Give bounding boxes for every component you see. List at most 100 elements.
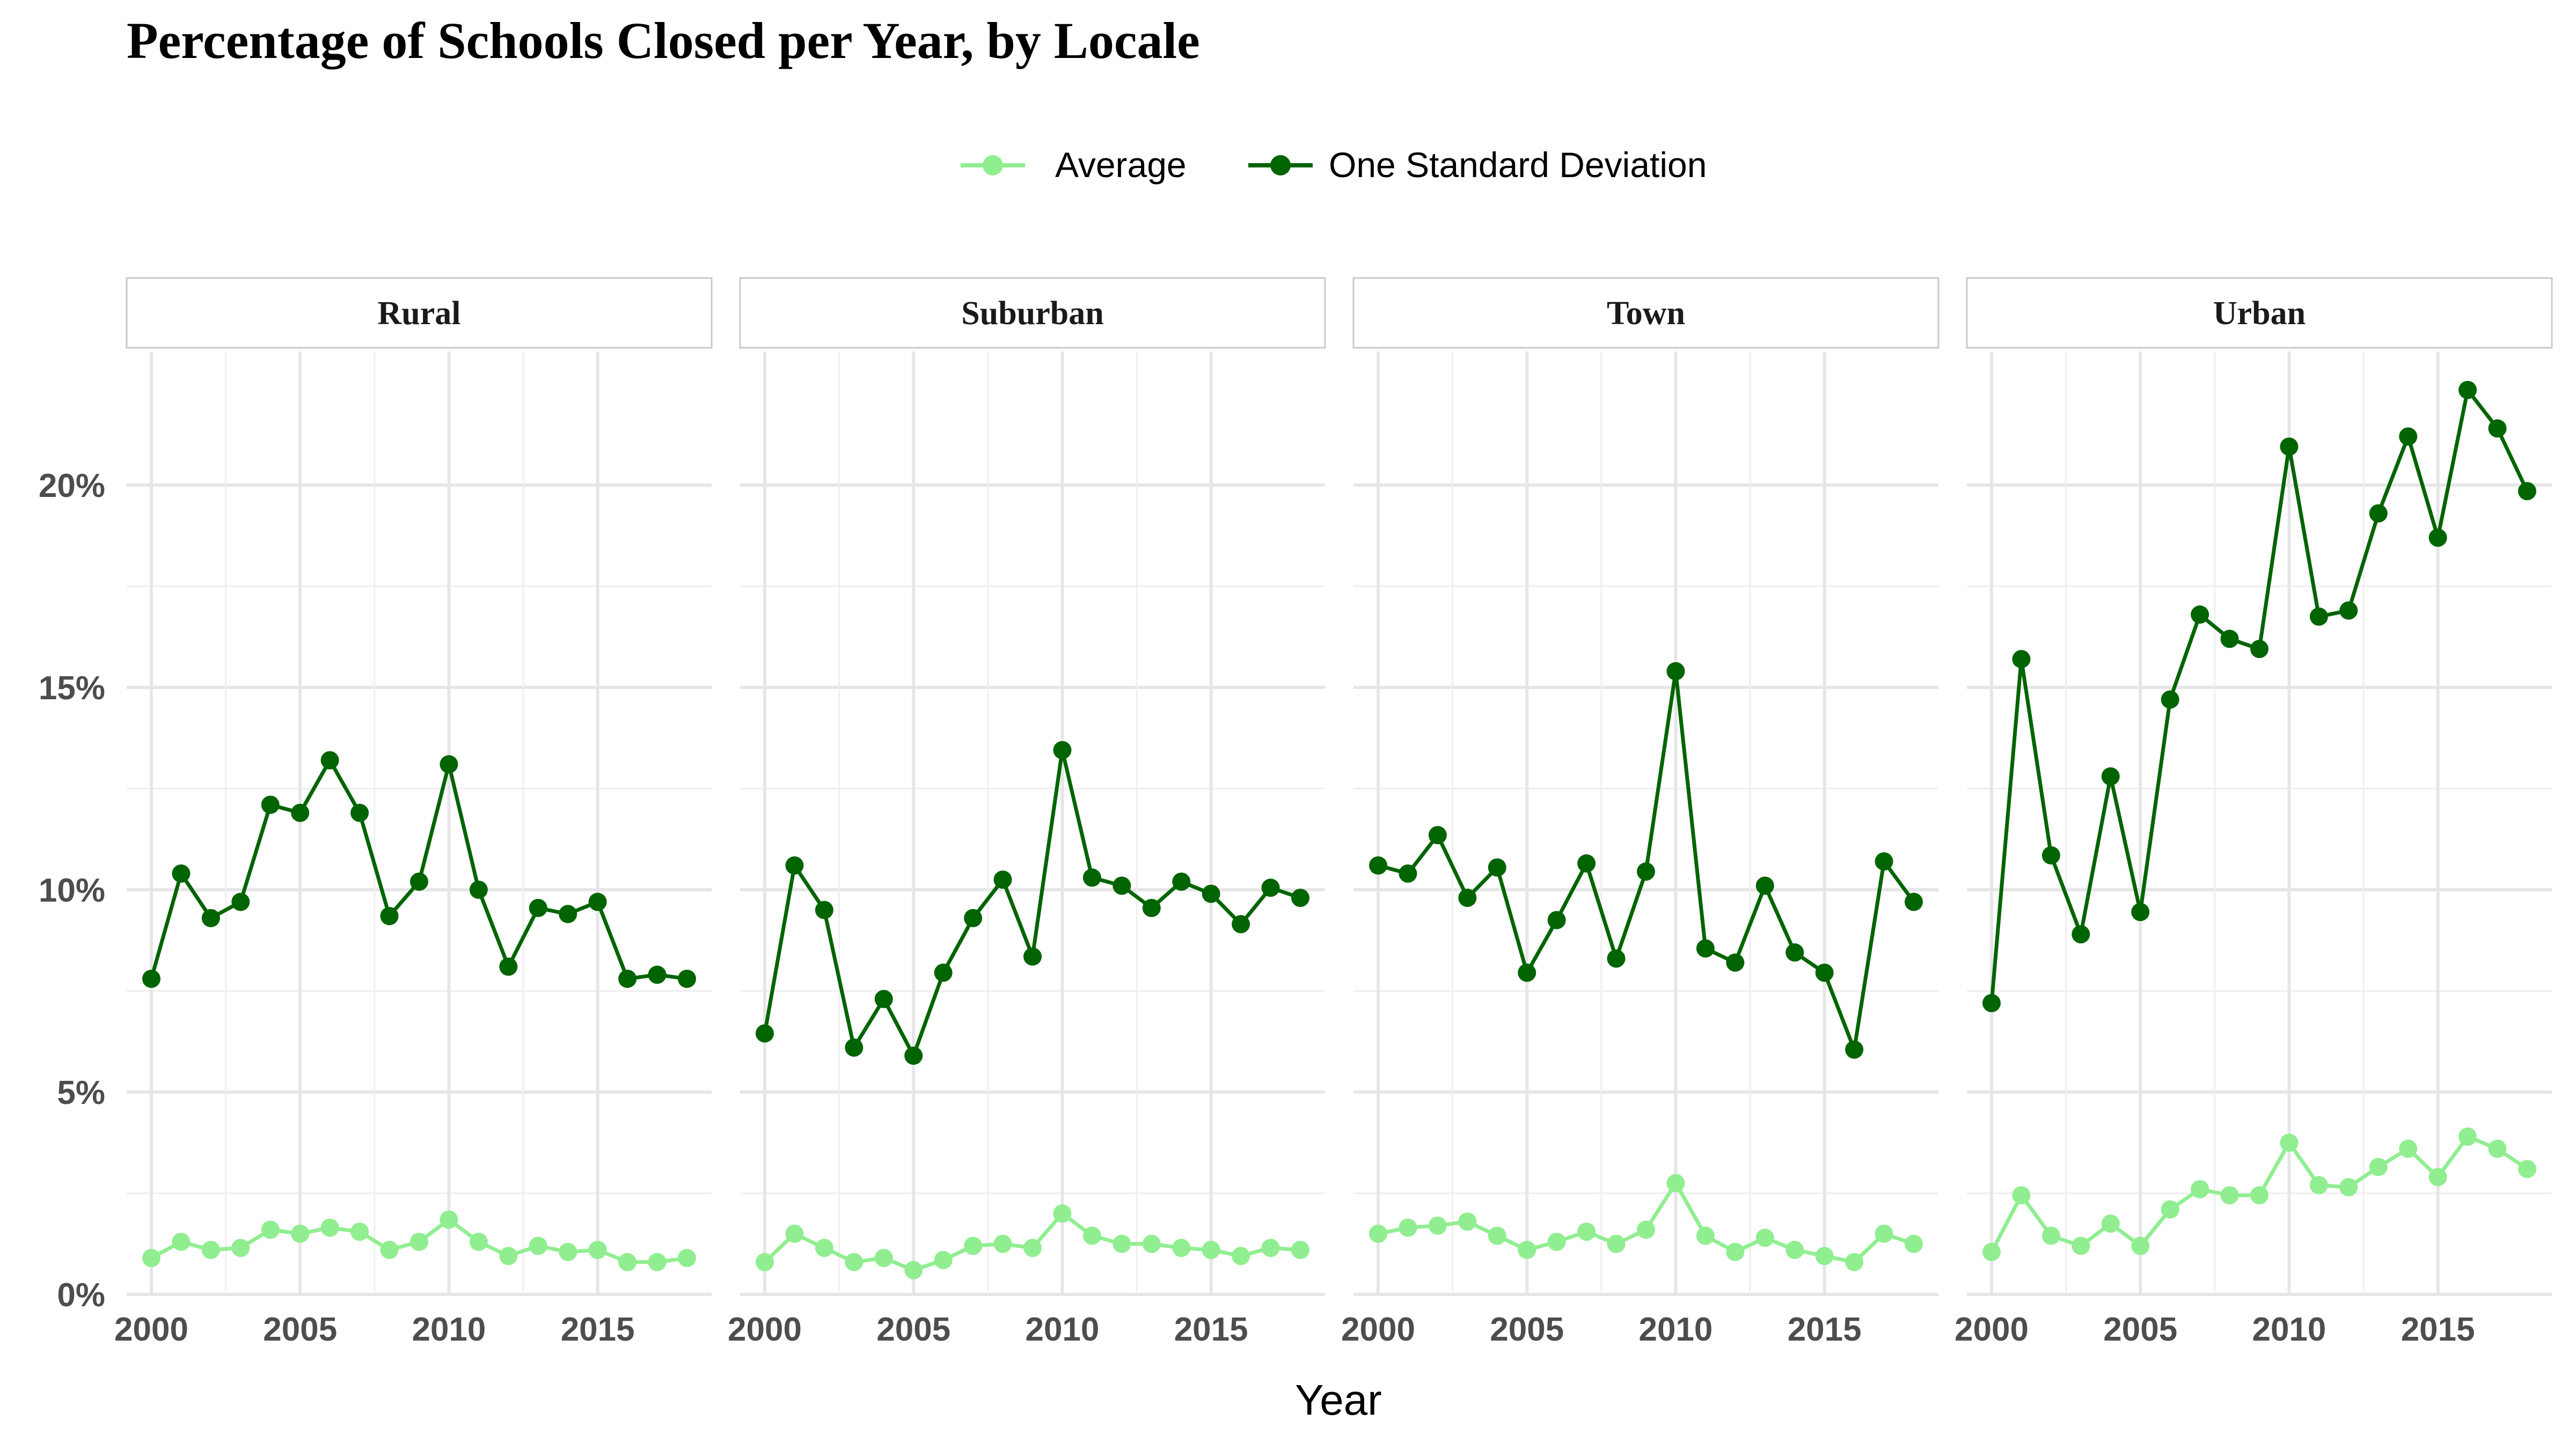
data-point-std-dev-rural xyxy=(678,969,696,988)
x-tick-label: 2010 xyxy=(2252,1311,2326,1348)
data-point-std-dev-rural xyxy=(350,803,369,822)
data-point-average-rural xyxy=(678,1249,696,1268)
data-point-std-dev-town xyxy=(1488,858,1506,877)
legend-marker-average xyxy=(983,155,1003,175)
x-tick-label: 2005 xyxy=(2103,1311,2177,1348)
x-tick-label: 2010 xyxy=(1638,1311,1713,1348)
data-point-std-dev-urban xyxy=(2250,640,2268,658)
data-point-average-urban xyxy=(2220,1186,2239,1205)
x-tick-label: 2005 xyxy=(876,1311,950,1348)
data-point-average-rural xyxy=(172,1232,191,1251)
data-point-average-rural xyxy=(201,1241,220,1260)
data-point-average-town xyxy=(1399,1218,1417,1237)
series-line-std-dev-town xyxy=(1378,669,1915,1052)
data-point-std-dev-town xyxy=(1845,1040,1864,1059)
chart-title: Percentage of Schools Closed per Year, b… xyxy=(127,12,1200,69)
data-point-average-suburban xyxy=(845,1253,863,1271)
data-point-average-town xyxy=(1577,1223,1596,1241)
data-point-std-dev-urban xyxy=(2369,504,2388,523)
data-point-std-dev-suburban xyxy=(1172,872,1191,891)
data-point-average-rural xyxy=(559,1242,577,1261)
data-point-average-town xyxy=(1547,1232,1566,1251)
data-point-average-urban xyxy=(2399,1139,2418,1158)
data-point-std-dev-suburban xyxy=(1261,879,1280,897)
data-point-std-dev-rural xyxy=(172,864,191,883)
data-point-average-urban xyxy=(2518,1160,2536,1179)
data-point-std-dev-rural xyxy=(559,905,577,924)
strip-town xyxy=(1352,277,1940,349)
data-point-average-urban xyxy=(2369,1158,2388,1176)
data-point-std-dev-town xyxy=(1726,953,1745,972)
data-point-average-urban xyxy=(2012,1186,2031,1205)
strip-urban xyxy=(1966,277,2553,349)
strip-label-rural: Rural xyxy=(378,295,461,332)
data-point-std-dev-suburban xyxy=(1291,889,1309,908)
data-point-std-dev-town xyxy=(1577,854,1596,873)
x-tick-label: 2010 xyxy=(412,1311,486,1348)
series-line-std-dev-urban xyxy=(1989,388,2529,1004)
data-point-average-suburban xyxy=(785,1224,804,1243)
legend-label-average: Average xyxy=(1055,145,1187,185)
data-point-average-urban xyxy=(2488,1139,2507,1158)
panel-suburban: Suburban 2000 2005 2010 2015 xyxy=(728,277,1326,1348)
data-point-average-rural xyxy=(588,1241,607,1260)
data-point-average-rural xyxy=(648,1253,667,1271)
data-point-average-town xyxy=(1815,1247,1834,1265)
strip-label-town: Town xyxy=(1607,295,1685,332)
data-point-average-rural xyxy=(618,1253,637,1271)
y-tick-label: 15% xyxy=(39,670,105,707)
legend-label-std-dev: One Standard Deviation xyxy=(1329,145,1707,185)
data-point-std-dev-town xyxy=(1905,892,1923,911)
data-point-average-urban xyxy=(2339,1178,2358,1197)
strip-label-urban: Urban xyxy=(2213,295,2306,332)
panel-town: Town 2000 2005 2010 2015 xyxy=(1341,277,1940,1348)
data-point-std-dev-urban xyxy=(2518,482,2536,501)
data-point-std-dev-town xyxy=(1815,963,1834,982)
x-tick-label: 2000 xyxy=(114,1311,188,1348)
x-tick-label: 2000 xyxy=(1955,1311,2029,1348)
data-point-average-urban xyxy=(1982,1242,2001,1261)
data-point-std-dev-rural xyxy=(469,880,488,899)
data-point-std-dev-suburban xyxy=(874,990,893,1008)
data-point-std-dev-suburban xyxy=(785,856,804,875)
data-point-std-dev-urban xyxy=(2072,925,2090,943)
data-point-average-suburban xyxy=(815,1239,833,1257)
data-point-std-dev-rural xyxy=(380,906,399,925)
data-point-average-town xyxy=(1666,1174,1685,1192)
data-point-std-dev-urban xyxy=(2339,601,2358,620)
data-point-average-urban xyxy=(2131,1236,2150,1255)
x-tick-label: 2015 xyxy=(1174,1311,1248,1348)
data-point-std-dev-town xyxy=(1458,889,1477,908)
data-point-std-dev-rural xyxy=(440,755,458,774)
data-point-average-urban xyxy=(2280,1133,2299,1152)
data-point-average-suburban xyxy=(1082,1226,1101,1245)
data-point-std-dev-urban xyxy=(2309,607,2328,626)
data-point-average-urban xyxy=(2250,1186,2268,1205)
data-point-std-dev-suburban xyxy=(1023,947,1042,966)
data-point-average-urban xyxy=(2458,1127,2477,1146)
data-point-average-town xyxy=(1428,1216,1447,1235)
data-point-std-dev-town xyxy=(1399,864,1417,883)
data-point-std-dev-urban xyxy=(2399,427,2418,446)
data-point-std-dev-urban xyxy=(2012,650,2031,669)
data-point-std-dev-urban xyxy=(2101,767,2120,786)
y-tick-label: 20% xyxy=(39,467,105,504)
x-tick-label: 2015 xyxy=(1788,1311,1862,1348)
series-line-std-dev-rural xyxy=(149,758,687,981)
data-point-average-suburban xyxy=(1172,1239,1191,1257)
data-point-average-rural xyxy=(142,1249,160,1268)
data-point-average-rural xyxy=(320,1218,339,1237)
data-point-std-dev-suburban xyxy=(815,901,833,919)
data-point-std-dev-suburban xyxy=(756,1024,774,1043)
data-point-std-dev-rural xyxy=(291,803,310,822)
data-point-std-dev-rural xyxy=(231,892,250,911)
data-point-average-town xyxy=(1518,1241,1536,1260)
data-point-average-town xyxy=(1488,1226,1506,1245)
data-point-average-suburban xyxy=(904,1261,923,1279)
y-axis: 0% 5% 10% 15% 20% xyxy=(39,467,105,1314)
data-point-std-dev-urban xyxy=(2458,380,2477,399)
data-point-average-suburban xyxy=(756,1253,774,1271)
data-point-std-dev-town xyxy=(1637,862,1655,881)
data-point-std-dev-rural xyxy=(648,965,667,984)
